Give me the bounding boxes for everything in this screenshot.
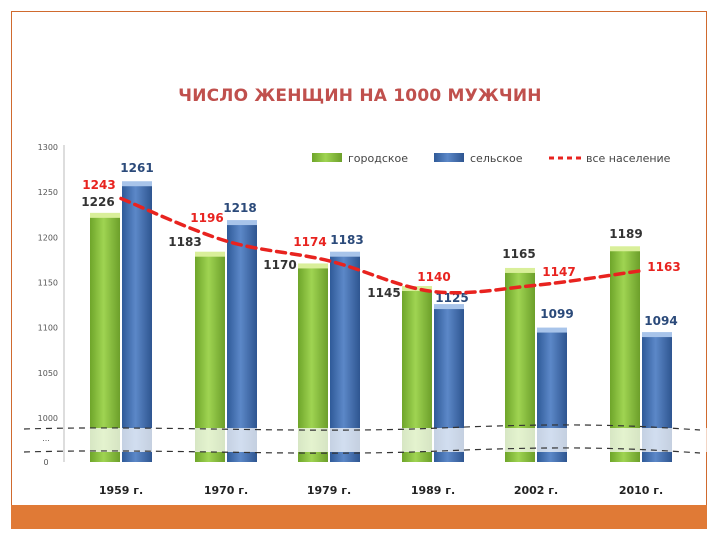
bar-rural-top xyxy=(227,220,257,226)
data-label-rural: 1094 xyxy=(644,314,677,328)
line-all-population xyxy=(119,196,643,295)
axis-break-band xyxy=(70,428,710,452)
chart-title: ЧИСЛО ЖЕНЩИН НА 1000 МУЖЧИН xyxy=(178,86,542,106)
bar-rural-top xyxy=(434,304,464,310)
bar-urban xyxy=(195,252,225,462)
x-category-label: 1959 г. xyxy=(99,484,143,497)
bar-urban xyxy=(90,213,120,462)
data-label-rural: 1183 xyxy=(330,233,363,247)
data-label-urban: 1165 xyxy=(502,247,535,261)
data-label-urban: 1189 xyxy=(609,227,642,241)
bar-rural-top xyxy=(537,327,567,333)
bottom-accent-band xyxy=(11,505,707,529)
data-label-urban: 1145 xyxy=(367,286,400,300)
data-label-all: 1147 xyxy=(542,265,575,279)
data-label-all: 1196 xyxy=(190,211,223,225)
y-tick-label: 1050 xyxy=(38,369,58,378)
legend-label-urban: городское xyxy=(348,152,408,165)
y-tick-label: 1300 xyxy=(38,143,58,152)
data-label-rural: 1261 xyxy=(120,161,153,175)
axis-break-line-top xyxy=(23,424,701,431)
y-tick-label: 1200 xyxy=(38,233,58,242)
x-category-label: 2002 г. xyxy=(514,484,558,497)
y-tick-label: 0 xyxy=(43,458,48,467)
bar-rural-top xyxy=(122,181,152,187)
y-tick-label: ... xyxy=(42,434,50,443)
data-label-rural: 1125 xyxy=(435,291,468,305)
bar-urban-top xyxy=(195,251,225,257)
legend-swatch-rural xyxy=(434,153,464,162)
bar-rural xyxy=(122,182,152,463)
x-category-label: 2010 г. xyxy=(619,484,663,497)
data-label-all: 1163 xyxy=(647,260,680,274)
bar-rural xyxy=(330,252,360,462)
bar-urban-top xyxy=(90,212,120,218)
bar-urban-top xyxy=(298,263,328,269)
y-tick-label: 1000 xyxy=(38,414,58,423)
x-category-label: 1970 г. xyxy=(204,484,248,497)
y-tick-label: 1150 xyxy=(38,279,58,288)
legend-swatch-urban xyxy=(312,153,342,162)
x-category-label: 1979 г. xyxy=(307,484,351,497)
data-label-all: 1243 xyxy=(82,178,115,192)
bar-rural-top xyxy=(330,251,360,257)
data-label-urban: 1183 xyxy=(168,235,201,249)
data-label-rural: 1099 xyxy=(540,307,573,321)
data-label-all: 1140 xyxy=(417,270,450,284)
legend-label-rural: сельское xyxy=(470,152,523,165)
data-label-urban: 1170 xyxy=(263,258,296,272)
data-label-rural: 1218 xyxy=(223,201,256,215)
data-label-all: 1174 xyxy=(293,235,326,249)
bar-urban-top xyxy=(610,246,640,252)
y-tick-label: 1250 xyxy=(38,188,58,197)
y-tick-label: 1100 xyxy=(38,324,58,333)
bar-rural-top xyxy=(642,332,672,338)
x-category-label: 1989 г. xyxy=(411,484,455,497)
legend-label-all: все население xyxy=(586,152,671,165)
bar-urban-top xyxy=(505,267,535,273)
axis-break-line-bottom xyxy=(23,447,701,454)
data-label-urban: 1226 xyxy=(81,195,114,209)
bar-rural xyxy=(227,221,257,462)
